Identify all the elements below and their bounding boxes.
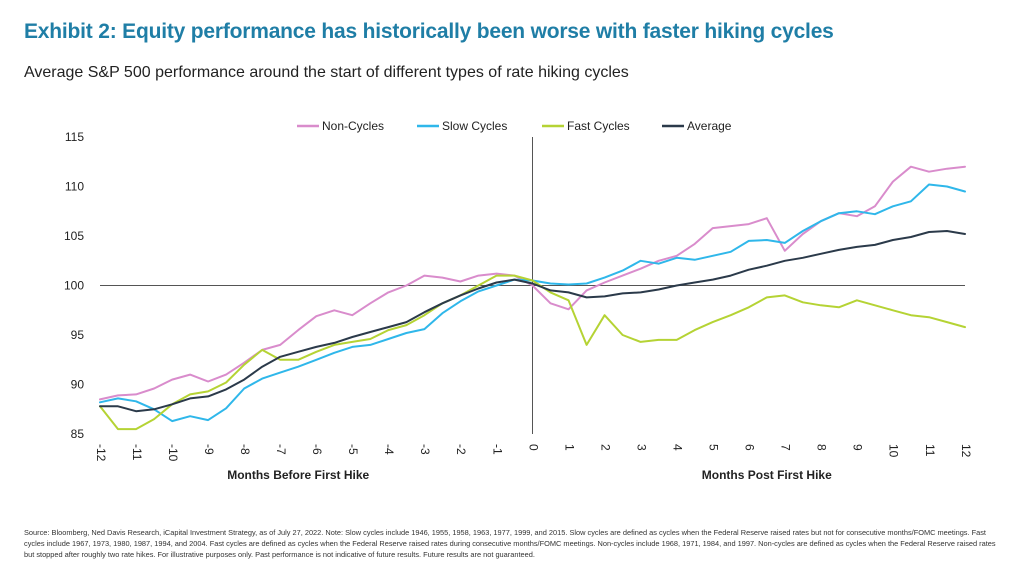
- x-tick-label: 9: [851, 444, 865, 451]
- x-tick-label: 11: [923, 444, 937, 457]
- series-line-average: [99, 230, 966, 413]
- x-tick-label: -1: [490, 444, 504, 455]
- x-tick-label: 7: [779, 444, 793, 451]
- legend-label-average: Average: [687, 119, 732, 133]
- x-tick-label: -6: [310, 444, 324, 455]
- y-tick-label: 115: [65, 130, 84, 144]
- legend-label-non-cycles: Non-Cycles: [322, 119, 384, 133]
- y-tick-label: 90: [71, 378, 85, 392]
- x-tick-label: 10: [887, 444, 901, 458]
- x-tick-label: 2: [598, 444, 612, 451]
- x-tick-label: -5: [346, 444, 360, 455]
- axis-titles: Months Before First Hike Months Post Firs…: [227, 468, 832, 482]
- series-line-fast-cycles: [99, 274, 966, 431]
- x-tick-label: 4: [670, 444, 684, 451]
- x-tick-label: 12: [959, 444, 973, 458]
- x-axis-title-before: Months Before First Hike: [227, 468, 369, 482]
- page-title: Exhibit 2: Equity performance has histor…: [24, 20, 834, 43]
- x-tick-label: 1: [562, 444, 576, 451]
- legend-label-slow-cycles: Slow Cycles: [442, 119, 507, 133]
- legend: Non-Cycles Slow Cycles Fast Cycles Average: [297, 119, 732, 133]
- y-tick-label: 100: [64, 279, 84, 293]
- y-tick-label: 85: [71, 427, 85, 441]
- x-tick-label: -12: [94, 444, 108, 462]
- x-tick-label: -9: [202, 444, 216, 455]
- x-tick-label: 8: [815, 444, 829, 451]
- x-tick-label: -11: [130, 444, 144, 461]
- x-tick-label: 6: [743, 444, 757, 451]
- legend-label-fast-cycles: Fast Cycles: [567, 119, 630, 133]
- y-axis: 85 90 95 100 105 110 115: [64, 130, 84, 441]
- x-tick-label: -10: [166, 444, 180, 462]
- x-axis: -12 -11 -10 -9 -8 -7 -6 -5 -4 -3 -2 -1 0 1 2 3 4 5 6 7 8 9 10 1…: [94, 444, 973, 462]
- series-layer: [99, 165, 966, 431]
- x-tick-label: 3: [634, 444, 648, 451]
- chart-subtitle: Average S&P 500 performance around the s…: [24, 64, 629, 81]
- x-axis-title-after: Months Post First Hike: [702, 468, 832, 482]
- y-tick-label: 95: [71, 328, 85, 342]
- x-tick-label: 5: [707, 444, 721, 451]
- x-tick-label: -3: [418, 444, 432, 455]
- source-footnote: Source: Bloomberg, Ned Davis Research, i…: [24, 528, 996, 559]
- x-tick-label: -8: [238, 444, 252, 455]
- x-tick-label: -4: [382, 444, 396, 455]
- x-tick-label: -7: [274, 444, 288, 455]
- y-tick-label: 110: [65, 180, 84, 194]
- y-tick-label: 105: [64, 229, 84, 243]
- x-tick-label: -2: [454, 444, 468, 455]
- x-tick-label: 0: [526, 444, 540, 451]
